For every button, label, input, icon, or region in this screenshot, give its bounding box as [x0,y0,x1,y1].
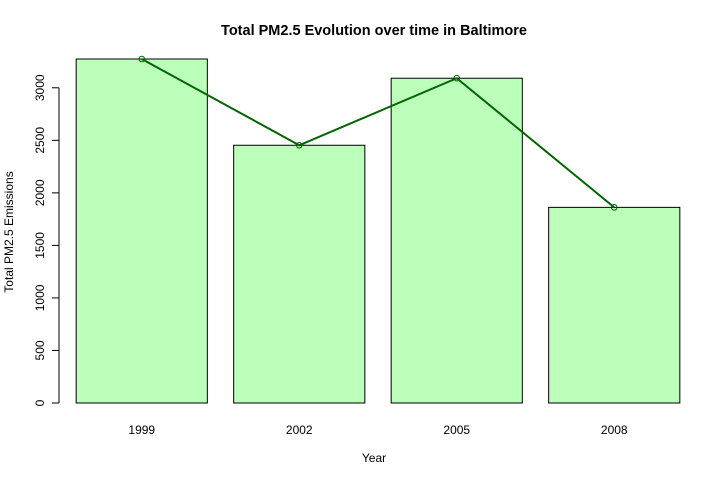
y-tick-label: 500 [33,340,47,360]
x-tick-label-1999: 1999 [128,423,155,437]
bars [75,58,681,404]
x-tick-label-2002: 2002 [286,423,313,437]
chart-title: Total PM2.5 Evolution over time in Balti… [221,23,527,39]
trend-overlay [138,55,618,211]
bar-2008 [548,206,681,404]
x-axis-labels: 1999 2002 2005 2008 [128,423,628,437]
y-tick-label: 0 [33,399,47,406]
trend-point-1999 [138,55,146,63]
y-axis-title: Total PM2.5 Emissions [2,171,16,292]
y-tick-label: 3000 [33,74,47,101]
trend-point-2005 [453,74,461,82]
bar-2002 [233,144,366,404]
bar-2005 [390,77,523,404]
x-tick-label-2005: 2005 [443,423,470,437]
trend-point-2002 [295,141,303,149]
trend-point-2008 [610,204,618,211]
bar-1999 [75,58,208,404]
x-axis-title: Year [362,451,386,465]
y-tick-label: 1000 [33,284,47,311]
y-axis: 0 500 1000 1500 2000 2500 3000 [33,74,60,406]
y-tick-label: 2000 [33,179,47,206]
y-tick-label: 2500 [33,127,47,154]
x-tick-label-2008: 2008 [601,423,628,437]
y-tick-label: 1500 [33,232,47,259]
trend-line [141,58,615,209]
